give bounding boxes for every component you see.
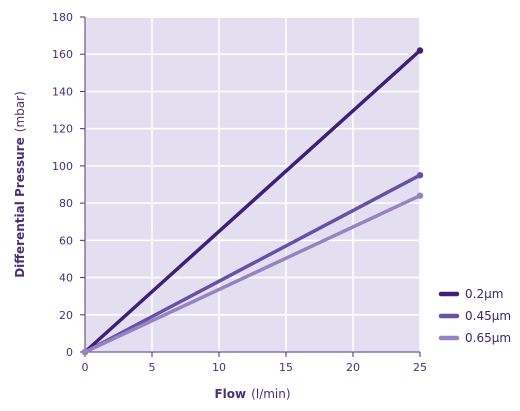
series-line-1 bbox=[83, 173, 422, 354]
y-tick-label: 20 bbox=[59, 309, 73, 322]
legend-label: 0.45µm bbox=[465, 309, 511, 323]
y-tick-label: 80 bbox=[59, 197, 73, 210]
legend-label: 0.2µm bbox=[465, 287, 503, 301]
x-tick-label: 15 bbox=[279, 361, 293, 374]
y-tick-label: 100 bbox=[52, 160, 73, 173]
series-line-2 bbox=[83, 193, 422, 354]
y-tick-label: 180 bbox=[52, 11, 73, 24]
series-line-0 bbox=[83, 48, 422, 354]
y-tick-labels: 0 20 40 60 80 100 120 140 160 180 bbox=[52, 11, 73, 359]
data-point bbox=[416, 171, 424, 179]
plot-area bbox=[85, 17, 420, 352]
y-tick-label: 0 bbox=[66, 346, 73, 359]
x-tick-label: 25 bbox=[413, 361, 427, 374]
series-lines bbox=[81, 47, 424, 356]
y-axis-title-bold: Differential Pressure bbox=[13, 137, 27, 278]
y-axis-title-unit: (mbar) bbox=[13, 91, 27, 132]
data-point bbox=[81, 348, 89, 356]
y-axis-title: Differential Pressure (mbar) bbox=[9, 91, 28, 278]
x-axis-title-bold: Flow bbox=[214, 387, 246, 401]
y-tick-label: 120 bbox=[52, 123, 73, 136]
grid-lines bbox=[84, 16, 421, 353]
y-tick-label: 40 bbox=[59, 272, 73, 285]
x-axis-title: Flow (l/min) bbox=[214, 383, 290, 402]
y-tick-label: 140 bbox=[52, 85, 73, 98]
x-tick-label: 5 bbox=[149, 361, 156, 374]
data-point bbox=[416, 192, 424, 199]
x-tick-label: 20 bbox=[346, 361, 360, 374]
y-tick-label: 160 bbox=[52, 48, 73, 61]
data-point bbox=[416, 47, 424, 54]
y-tick-label: 60 bbox=[59, 234, 73, 247]
x-tick-label: 0 bbox=[82, 361, 89, 374]
legend-label: 0.65µm bbox=[465, 331, 511, 345]
x-tick-label: 10 bbox=[212, 361, 226, 374]
legend: 0.2µm 0.45µm 0.65µm bbox=[438, 287, 511, 345]
x-tick-labels: 0 5 10 15 20 25 bbox=[82, 361, 428, 374]
x-axis-title-unit: (l/min) bbox=[251, 387, 290, 401]
